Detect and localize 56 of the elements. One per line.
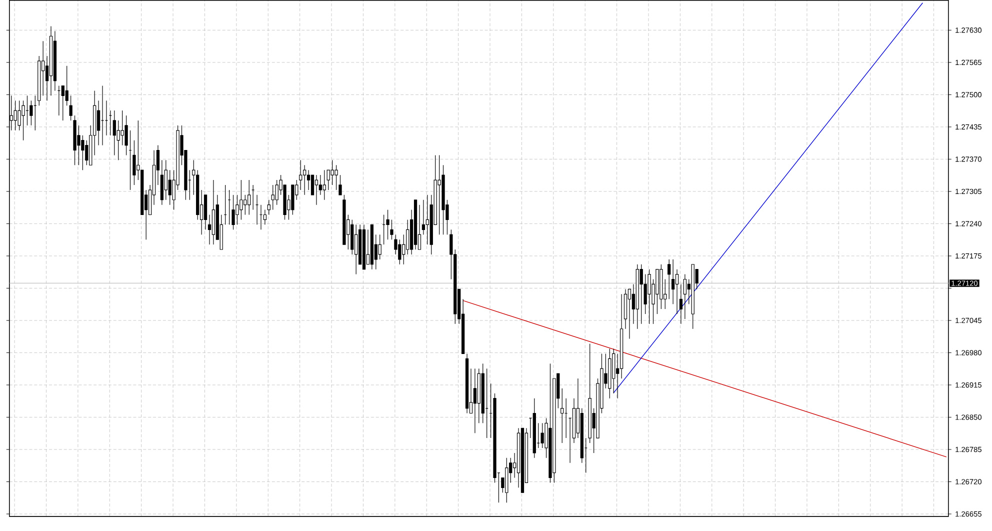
candlestick bbox=[240, 180, 243, 220]
candlestick bbox=[426, 194, 429, 245]
candlestick bbox=[648, 268, 651, 324]
candlestick bbox=[267, 199, 270, 215]
candlestick bbox=[398, 239, 402, 265]
candlestick bbox=[628, 288, 632, 339]
candlestick bbox=[30, 100, 33, 126]
candlestick bbox=[236, 194, 239, 225]
candlestick bbox=[116, 120, 120, 160]
candlestick bbox=[378, 234, 382, 260]
candlestick bbox=[386, 209, 390, 240]
candlestick bbox=[422, 199, 426, 235]
candlestick bbox=[100, 85, 104, 146]
candlestick bbox=[338, 174, 342, 196]
candlestick bbox=[244, 194, 247, 215]
candlestick bbox=[679, 284, 683, 324]
candlestick bbox=[683, 274, 687, 320]
candlestick bbox=[120, 110, 124, 146]
candlestick bbox=[671, 258, 675, 304]
candlestick bbox=[112, 110, 116, 156]
candlestick bbox=[96, 100, 100, 146]
candlestick bbox=[390, 219, 394, 240]
candlestick bbox=[168, 170, 172, 205]
candlestick bbox=[473, 368, 477, 434]
candlestick bbox=[438, 154, 441, 235]
candlestick bbox=[318, 174, 322, 196]
candlestick bbox=[326, 170, 330, 190]
candlestick bbox=[310, 174, 314, 196]
candlestick bbox=[132, 140, 136, 186]
candlestick bbox=[540, 422, 544, 448]
candlestick bbox=[354, 224, 358, 274]
candlestick bbox=[124, 115, 128, 156]
candlestick bbox=[69, 95, 72, 121]
candlestick bbox=[164, 160, 168, 200]
candlestick bbox=[248, 180, 251, 215]
candlestick bbox=[560, 388, 564, 444]
candlestick bbox=[406, 219, 410, 255]
candlestick bbox=[61, 85, 64, 121]
candlestick bbox=[314, 174, 318, 205]
candlestick bbox=[675, 268, 679, 314]
candlestick bbox=[275, 180, 278, 205]
candlestick bbox=[303, 164, 306, 196]
candlestick bbox=[81, 134, 84, 170]
candlestick bbox=[322, 170, 326, 200]
candlestick bbox=[263, 209, 267, 225]
candlestick bbox=[299, 160, 302, 190]
candlestick bbox=[640, 264, 643, 324]
candlestick bbox=[232, 194, 235, 230]
candlestick bbox=[271, 184, 274, 210]
candlestick bbox=[330, 160, 334, 186]
candlestick bbox=[14, 100, 17, 131]
candlestick bbox=[668, 258, 671, 300]
candlestick bbox=[65, 65, 68, 106]
candlestick bbox=[22, 100, 25, 140]
candlestick bbox=[334, 164, 338, 190]
candlestick bbox=[18, 100, 21, 131]
